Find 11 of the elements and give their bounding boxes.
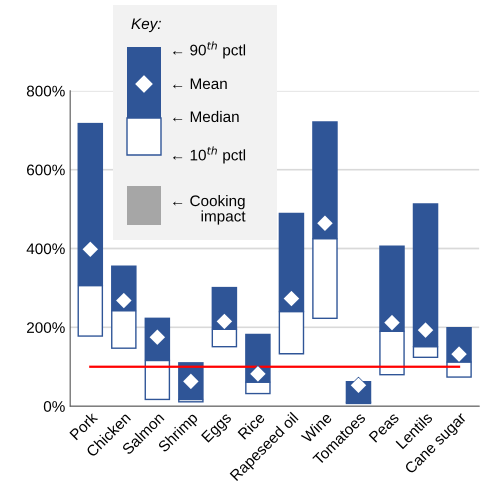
annotation: ← Cooking impact (173, 195, 246, 225)
text: ← Mean (173, 78, 227, 90)
text: ← 90$^{th}$ pctl (173, 41, 246, 59)
y-tick-label: 600% (27, 164, 65, 176)
text: Key: (131, 18, 161, 32)
y-tick-label: 800% (26, 86, 65, 97)
y-tick-label: 400% (26, 243, 65, 254)
y-tick-label: 0% (44, 401, 65, 412)
annotation: ← Median (173, 110, 239, 122)
annotation: ← 10$^{th}$ pctl (173, 146, 246, 164)
y-tick-label: 200% (27, 322, 65, 334)
